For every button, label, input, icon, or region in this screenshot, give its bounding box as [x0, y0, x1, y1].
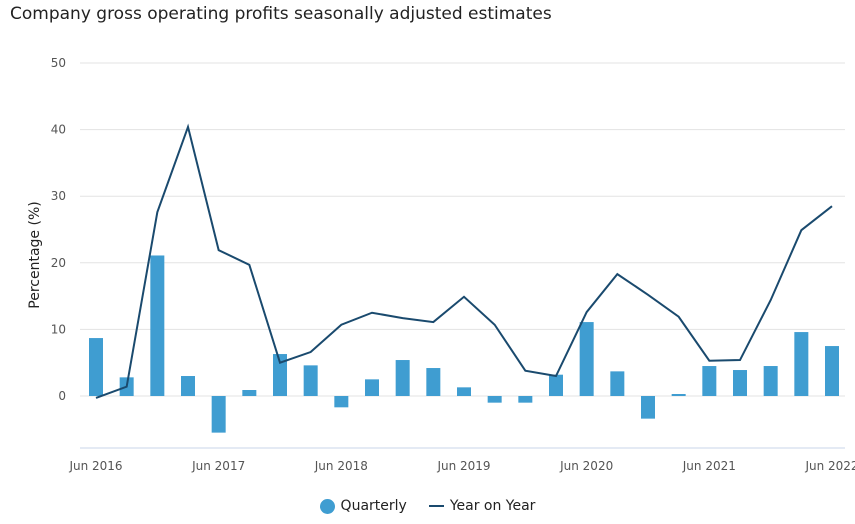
x-tick-label: Jun 2017 — [191, 459, 245, 473]
y-tick-label: 20 — [51, 256, 66, 270]
x-tick-label: Jun 2022 — [804, 459, 855, 473]
y-tick-label: 50 — [51, 56, 66, 70]
bar-quarterly — [426, 368, 441, 396]
bar-quarterly — [150, 255, 165, 396]
x-tick-label: Jun 2016 — [68, 459, 122, 473]
bar-quarterly — [365, 379, 379, 396]
bar-quarterly — [303, 365, 318, 396]
bar-quarterly — [242, 390, 257, 396]
chart-title: Company gross operating profits seasonal… — [10, 4, 552, 24]
bar-quarterly — [763, 366, 778, 396]
bar-quarterly — [610, 371, 625, 396]
x-tick-label: Jun 2020 — [559, 459, 613, 473]
y-tick-label: 0 — [58, 389, 66, 403]
bar-quarterly — [211, 396, 226, 433]
bar-quarterly — [334, 396, 349, 408]
y-axis-label: Percentage (%) — [27, 201, 43, 308]
x-tick-label: Jun 2021 — [682, 459, 736, 473]
bar-quarterly — [181, 376, 195, 396]
legend-item-quarterly[interactable]: Quarterly — [319, 498, 407, 514]
bar-quarterly — [733, 370, 747, 396]
bar-quarterly — [549, 374, 563, 396]
bar-quarterly — [273, 354, 287, 396]
legend-dot-icon — [319, 498, 335, 514]
bar-quarterly — [794, 332, 809, 396]
legend-item-year-on-year[interactable]: Year on Year — [428, 498, 536, 514]
bar-quarterly — [457, 387, 471, 396]
y-tick-label: 10 — [51, 322, 66, 336]
bar-quarterly — [641, 396, 655, 419]
legend-label: Year on Year — [449, 498, 536, 514]
x-tick-label: Jun 2018 — [314, 459, 368, 473]
bar-quarterly — [579, 322, 594, 396]
legend-line-icon — [428, 505, 444, 507]
bar-quarterly — [702, 366, 717, 396]
bar-quarterly — [518, 396, 533, 403]
legend-label: Quarterly — [340, 498, 407, 514]
bar-quarterly — [825, 346, 839, 396]
bar-quarterly — [671, 394, 686, 396]
bar-quarterly — [487, 396, 502, 403]
y-tick-label: 30 — [51, 189, 66, 203]
y-tick-label: 40 — [51, 123, 66, 137]
x-tick-label: Jun 2019 — [436, 459, 490, 473]
legend: Quarterly Year on Year — [0, 498, 855, 514]
bar-quarterly — [89, 338, 103, 396]
bar-quarterly — [395, 360, 410, 396]
